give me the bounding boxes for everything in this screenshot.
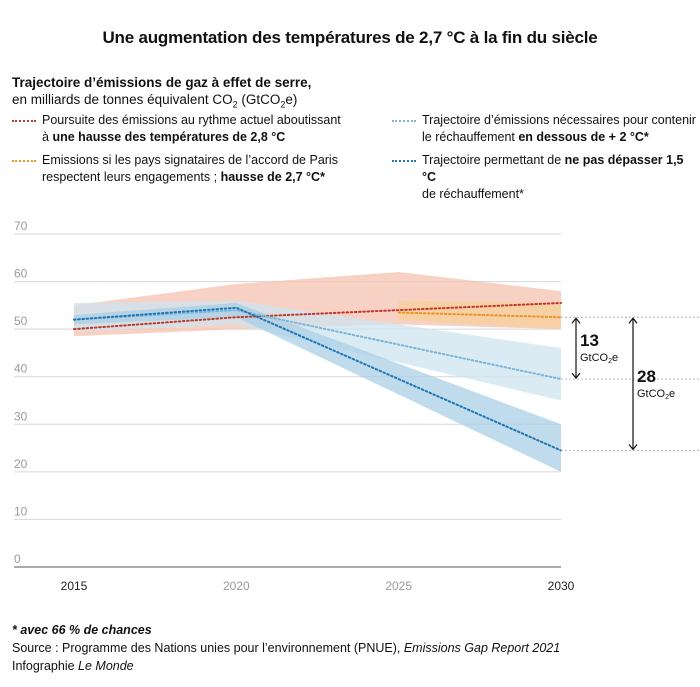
legend-label: Poursuite des émissions au rythme actuel… xyxy=(42,113,341,127)
subtitle-line1: Trajectoire d’émissions de gaz à effet d… xyxy=(12,75,312,90)
annotation-value: 13 xyxy=(580,331,599,350)
legend-label: Trajectoire d’émissions nécessaires pour… xyxy=(422,113,696,127)
legend-swatch-actuel xyxy=(12,120,36,122)
annotation-unit: GtCO2e xyxy=(637,388,675,401)
subtitle-line2: en milliards de tonnes équivalent CO2 (G… xyxy=(12,92,298,110)
x-tick-label: 2030 xyxy=(548,579,575,593)
credit: Infographie Le Monde xyxy=(12,659,134,673)
legend-item-actuel: Poursuite des émissions au rythme actuel… xyxy=(12,112,357,146)
y-tick-label: 40 xyxy=(14,362,28,376)
y-tick-label: 60 xyxy=(14,267,28,281)
series-line-3 xyxy=(73,306,562,452)
x-tick-label: 2020 xyxy=(223,579,250,593)
legend-item-unecinq: Trajectoire permettant de ne pas dépasse… xyxy=(392,152,697,203)
arrow-head xyxy=(628,317,638,324)
series-line-1 xyxy=(397,311,562,319)
legend-swatch-paris xyxy=(12,160,36,162)
legend-item-paris: Emissions si les pays signataires de l’a… xyxy=(12,152,357,186)
chart-notes: * avec 66 % de chances Source : Programm… xyxy=(12,621,560,675)
source: Source : Programme des Nations unies pou… xyxy=(12,641,561,655)
x-tick-label: 2025 xyxy=(385,579,412,593)
footnote: * avec 66 % de chances xyxy=(12,623,152,637)
y-tick-label: 70 xyxy=(14,219,28,233)
arrow-head xyxy=(571,372,581,380)
band-3 xyxy=(74,302,561,472)
annotation-unit: GtCO2e xyxy=(580,352,618,365)
y-tick-label: 20 xyxy=(14,457,28,471)
arrow-head xyxy=(571,317,581,324)
y-tick-label: 0 xyxy=(14,552,21,566)
chart-title: Une augmentation des températures de 2,7… xyxy=(102,28,598,47)
legend-swatch-deux xyxy=(392,120,416,122)
y-tick-label: 10 xyxy=(14,504,28,518)
y-tick-label: 50 xyxy=(14,314,28,328)
annotation-value: 28 xyxy=(637,367,656,386)
chart-subtitle: Trajectoire d’émissions de gaz à effet d… xyxy=(12,74,311,114)
legend-swatch-unecinq xyxy=(392,160,416,162)
legend-right: Trajectoire d’émissions nécessaires pour… xyxy=(392,112,697,209)
y-tick-label: 30 xyxy=(14,409,28,423)
series-line-0 xyxy=(73,301,562,331)
band-2 xyxy=(74,300,561,401)
legend-label: Emissions si les pays signataires de l’a… xyxy=(42,153,338,167)
x-tick-label: 2015 xyxy=(61,579,88,593)
legend-left: Poursuite des émissions au rythme actuel… xyxy=(12,112,357,192)
arrow-head xyxy=(628,444,638,451)
legend-item-deux: Trajectoire d’émissions nécessaires pour… xyxy=(392,112,697,146)
